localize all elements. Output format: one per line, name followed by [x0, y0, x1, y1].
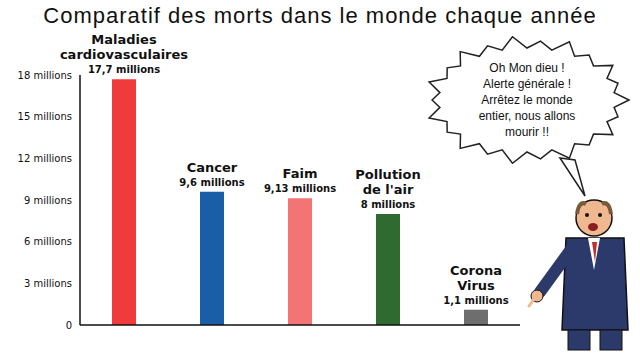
svg-text:9,13 millions: 9,13 millions	[264, 183, 336, 194]
svg-text:1,1 millions: 1,1 millions	[443, 295, 508, 306]
svg-text:Pollution: Pollution	[355, 167, 420, 182]
html-text:Comparatif des morts dans le m: Comparatif des morts dans le monde chaqu…	[43, 3, 597, 28]
svg-text:18 millions: 18 millions	[18, 70, 72, 81]
svg-text:9 millions: 9 millions	[24, 195, 72, 206]
svg-text:6 millions: 6 millions	[24, 236, 72, 247]
svg-text:de l'air: de l'air	[363, 182, 414, 197]
svg-text:Corona: Corona	[450, 263, 502, 278]
svg-text:Virus: Virus	[457, 278, 495, 293]
svg-text:0: 0	[66, 320, 72, 331]
svg-text:Oh Mon dieu !: Oh Mon dieu !	[489, 61, 564, 75]
svg-text:entier, nous allons: entier, nous allons	[479, 109, 576, 123]
svg-text:Cancer: Cancer	[187, 160, 238, 175]
svg-text:Arrêtez le monde: Arrêtez le monde	[481, 93, 573, 107]
svg-text:15 millions: 15 millions	[18, 111, 72, 122]
svg-text:8 millions: 8 millions	[361, 199, 416, 210]
svg-text:Maladies: Maladies	[91, 32, 157, 47]
svg-text:cardiovasculaires: cardiovasculaires	[60, 47, 188, 62]
svg-text:12 millions: 12 millions	[18, 153, 72, 164]
svg-text:3 millions: 3 millions	[24, 278, 72, 289]
svg-text:Alerte générale !: Alerte générale !	[483, 77, 571, 91]
svg-text:17,7 millions: 17,7 millions	[88, 64, 160, 75]
svg-text:Faim: Faim	[283, 166, 318, 181]
svg-text:9,6 millions: 9,6 millions	[179, 177, 244, 188]
svg-text:mourir !!: mourir !!	[505, 125, 549, 139]
